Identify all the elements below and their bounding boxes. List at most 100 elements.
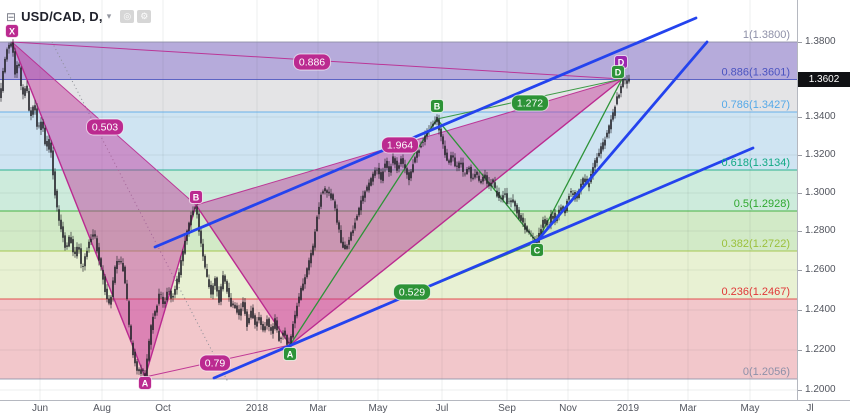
time-tick-label: Mar [309,403,327,414]
abcd-point-b-text: B [434,102,441,112]
xabcd-point-b[interactable]: B [189,190,203,204]
price-tick-mark [798,193,802,194]
xabcd-point-a-bg [138,376,152,390]
abcd-edge[interactable] [289,118,438,346]
xabcd-ratio-label-text: 1.964 [387,140,413,152]
xabcd-fill-xab[interactable] [12,42,196,377]
xabcd-point-d-text: D [618,58,625,68]
time-tick-label: Jun [31,403,49,414]
price-tick-label: 1.2000 [805,384,836,395]
abcd-point-a[interactable]: A [283,347,297,361]
xabcd-ratio-label[interactable]: 0.503 [86,118,124,136]
trendline[interactable] [212,146,755,380]
xabcd-ratio-label-bg [199,354,231,372]
price-tick-mark [798,270,802,271]
price-tick-mark [798,350,802,351]
chevron-down-icon[interactable]: ▾ [106,11,112,21]
abcd-point-c[interactable]: C [530,243,544,257]
abcd-point-b[interactable]: B [430,99,444,113]
time-tick-label: Mar [679,403,697,414]
fib-level-label: 1(1.3800) [743,29,790,41]
xabcd-point-b-bg [189,190,203,204]
price-tick-label: 1.3400 [805,111,836,122]
xabcd-point-x-bg [5,24,19,38]
abcd-point-c-bg [530,243,544,257]
abcd-point-d-bg [611,65,625,79]
abcd-point-d-text: D [615,68,622,78]
xabcd-ratio-label[interactable]: 0.886 [293,53,331,71]
abcd-ratio-label[interactable]: 1.272 [511,94,549,112]
price-tick-mark [798,42,802,43]
abcd-point-a-bg [283,347,297,361]
symbol-header: ⊟ USD/CAD, D, ▾ ◎ ⚙ [6,9,152,24]
abcd-point-b-bg [430,99,444,113]
price-tick-label: 1.2600 [805,264,836,275]
fib-level-label: 0.618(1.3134) [722,157,791,169]
fib-band [0,211,797,251]
fib-level-label: 0.5(1.2928) [734,198,790,210]
xabcd-point-a[interactable]: A [138,376,152,390]
abcd-ratio-label-text: 1.272 [517,98,543,110]
last-price-badge: 1.3602 [798,71,850,87]
time-tick-label: Sep [498,403,516,414]
price-tick-mark [798,390,802,391]
time-tick-label: Jul [435,403,449,414]
fib-level-label: 0.886(1.3601) [722,67,791,79]
xabcd-ratio-label-bg [381,136,419,154]
xabcd-ratio-label-text: 0.503 [92,122,118,134]
price-tick-mark [798,155,802,156]
xabcd-edge[interactable] [11,41,146,378]
collapse-minus-icon[interactable]: ⊟ [6,9,17,24]
fib-level-label: 0.382(1.2722) [722,238,791,250]
fib-band [0,42,797,80]
visibility-icon[interactable]: ◎ [120,10,135,23]
trendline[interactable] [535,40,709,243]
time-tick-label: 2019 [616,403,640,414]
time-axis[interactable]: Jun Aug Oct 2018 Mar May Jul Sep Nov 2019 Mar May Jl [0,400,850,416]
fib-level-label: 0.236(1.2467) [722,286,791,298]
xabcd-ratio-label-text: 0.79 [205,358,226,370]
abcd-point-c-text: C [534,246,541,256]
abcd-ratio-label-text: 0.529 [399,287,425,299]
time-tick-label: Oct [155,403,171,414]
abcd-ratio-label[interactable]: 0.529 [393,283,431,301]
xabcd-fill-bcd[interactable] [196,79,622,345]
abcd-ratio-label-bg [511,94,549,112]
xabcd-point-x[interactable]: X [5,24,19,38]
chart-canvas[interactable]: 0.503 0.886 0.79 1.964 0.529 1.272 X A B D A B C D 1(1… [0,0,797,400]
time-tick-label: May [740,403,760,414]
settings-gear-icon[interactable]: ⚙ [137,10,152,23]
xabcd-edge[interactable] [289,78,623,346]
xabcd-ratio-label[interactable]: 0.79 [199,354,231,372]
abcd-ratio-label-bg [393,283,431,301]
time-tick-label: 2018 [245,403,269,414]
xabcd-ratio-label-bg [86,118,124,136]
time-tick-label: Jl [806,403,814,414]
xabcd-point-b-text: B [193,193,200,203]
price-tick-mark [798,310,802,311]
time-tick-label: May [368,403,388,414]
trendline[interactable] [153,16,698,249]
xabcd-ratio-label-text: 0.886 [299,57,325,69]
price-tick-label: 1.3000 [805,187,836,198]
time-tick-label: Aug [93,403,111,414]
abcd-point-d[interactable]: D [611,65,625,79]
fib-band [0,170,797,211]
price-tick-label: 1.2400 [805,304,836,315]
price-tick-mark [798,231,802,232]
price-axis[interactable]: 1.3800 1.3400 1.3200 1.3000 1.2800 1.2600 1.24… [797,0,850,400]
fib-band [0,79,797,112]
abcd-point-a-text: A [287,350,294,360]
symbol-title[interactable]: USD/CAD, D, [21,9,103,24]
price-tick-label: 1.3800 [805,36,836,47]
price-tick-mark [798,117,802,118]
candlestick-bodies [0,42,630,378]
fib-band [0,299,797,379]
price-tick-label: 1.2200 [805,344,836,355]
fib-level-label: 0(1.2056) [743,366,790,378]
xabcd-point-a-text: A [142,379,149,389]
time-tick-label: Nov [559,403,577,414]
xabcd-ratio-label[interactable]: 1.964 [381,136,419,154]
xabcd-point-x-text: X [9,27,15,37]
